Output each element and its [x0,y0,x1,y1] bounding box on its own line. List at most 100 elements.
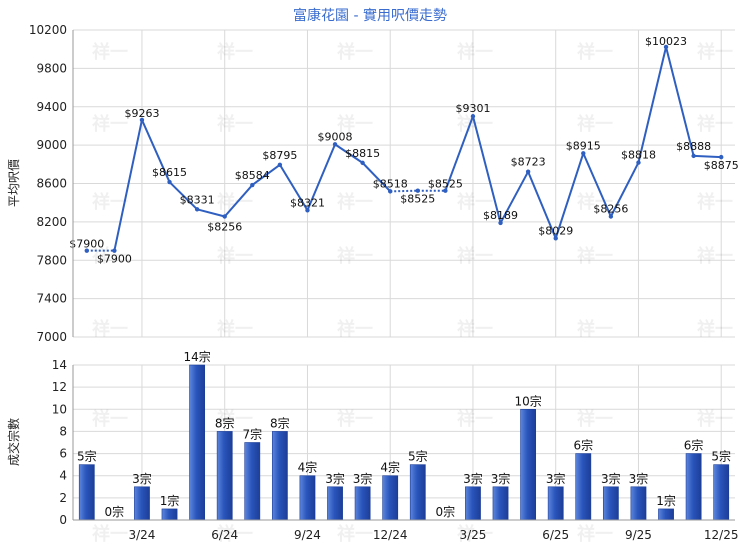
volume-data-label: 3宗 [353,471,373,486]
price-line-segment [693,154,722,159]
volume-bar [216,431,233,521]
price-data-label: $8525 [428,178,463,191]
price-data-label: $8875 [704,159,739,172]
price-point [84,248,89,253]
volume-data-label: 6宗 [573,438,593,453]
price-point [663,44,669,50]
watermark-text: 祥一 [577,318,613,340]
volume-tick-label: 0 [59,513,67,527]
price-tick-label: 9800 [36,61,67,75]
price-tick-label: 9000 [36,138,67,152]
volume-data-label: 3宗 [546,471,566,486]
watermark-text: 祥一 [577,113,613,135]
price-data-label: $9301 [455,102,490,115]
volume-bar [78,464,95,521]
volume-data-label: 5宗 [77,449,97,464]
watermark-text: 祥一 [457,318,493,340]
volume-bar [602,486,619,521]
watermark-text: 祥一 [217,113,253,135]
price-line-segment [444,115,474,192]
volume-data-label: 3宗 [491,471,511,486]
price-point [194,207,200,212]
price-data-label: $7900 [97,253,132,266]
volume-bar [409,464,426,521]
price-point [415,188,420,193]
price-line-segment [306,143,336,211]
price-data-label: $8331 [180,193,215,206]
volume-bar [327,486,343,521]
watermark-text: 祥一 [697,191,733,213]
volume-tick-label: 2 [59,491,67,505]
watermark-text: 祥一 [337,523,373,545]
watermark-text: 祥一 [337,245,373,267]
watermark-text: 祥一 [217,408,253,430]
price-point [139,117,145,123]
price-line-segment [113,119,143,251]
watermark-text: 祥一 [92,523,128,545]
volume-bar [492,486,509,521]
volume-bar [382,475,399,521]
price-tick-label: 10200 [29,23,67,37]
volume-tick-label: 14 [52,358,67,372]
watermark-text: 祥一 [92,408,128,430]
price-data-label: $8584 [235,169,270,182]
price-tick-label: 9400 [36,100,67,114]
price-point [443,188,448,193]
price-data-label: $8723 [511,156,546,169]
volume-bar [465,486,481,521]
volume-bar [271,431,288,521]
volume-data-label: 1宗 [656,493,676,508]
volume-data-label: 4宗 [380,460,400,475]
volume-bar [547,486,564,521]
price-data-label: $8795 [262,149,297,162]
price-data-label: $8256 [207,221,242,234]
watermark-text: 祥一 [92,318,128,340]
price-point [305,208,310,213]
volume-bar [354,486,371,521]
price-point [553,236,558,241]
volume-bar [134,486,150,521]
price-line-segment [471,115,502,224]
price-line-segment [527,171,557,239]
price-data-label: $9263 [124,107,159,120]
volume-bar [575,453,592,521]
watermark-text: 祥一 [457,245,493,267]
watermark-text: 祥一 [457,523,493,545]
x-tick-label: 9/25 [625,528,652,542]
watermark-text: 祥一 [337,113,373,135]
price-point [388,189,393,194]
price-tick-label: 7000 [36,330,67,344]
watermark-text: 祥一 [337,191,373,213]
price-point [277,162,283,167]
volume-data-label: 5宗 [711,449,731,464]
price-line-segment [609,162,640,217]
watermark-text: 祥一 [577,408,613,430]
watermark-text: 祥一 [577,245,613,267]
volume-bar [161,508,178,521]
watermark-text: 祥一 [577,191,613,213]
chart-title: 富康花園 - 實用呎價走勢 [293,7,447,24]
price-line-segment [554,152,585,239]
price-data-label: $8518 [373,177,408,190]
volume-data-label: 8宗 [270,415,290,430]
volume-data-label: 6宗 [684,438,704,453]
volume-data-label: 4宗 [298,460,318,475]
price-line-segment [168,181,198,211]
volume-tick-label: 8 [59,424,67,438]
price-data-label: $7900 [69,238,104,251]
price-line-segment [196,208,225,218]
price-point [691,153,696,159]
watermark-text: 祥一 [217,191,253,213]
price-line-segment [141,119,171,183]
watermark-text: 祥一 [457,408,493,430]
watermark-text: 祥一 [337,41,373,63]
price-point [581,151,586,156]
volume-bar [189,364,206,521]
volume-tick-label: 10 [52,402,67,416]
watermark-text: 祥一 [697,41,733,63]
watermark-text: 祥一 [337,408,373,430]
watermark-text: 祥一 [697,408,733,430]
price-line-segment [361,162,391,193]
volume-axis-title: 成交宗數 [6,418,21,466]
